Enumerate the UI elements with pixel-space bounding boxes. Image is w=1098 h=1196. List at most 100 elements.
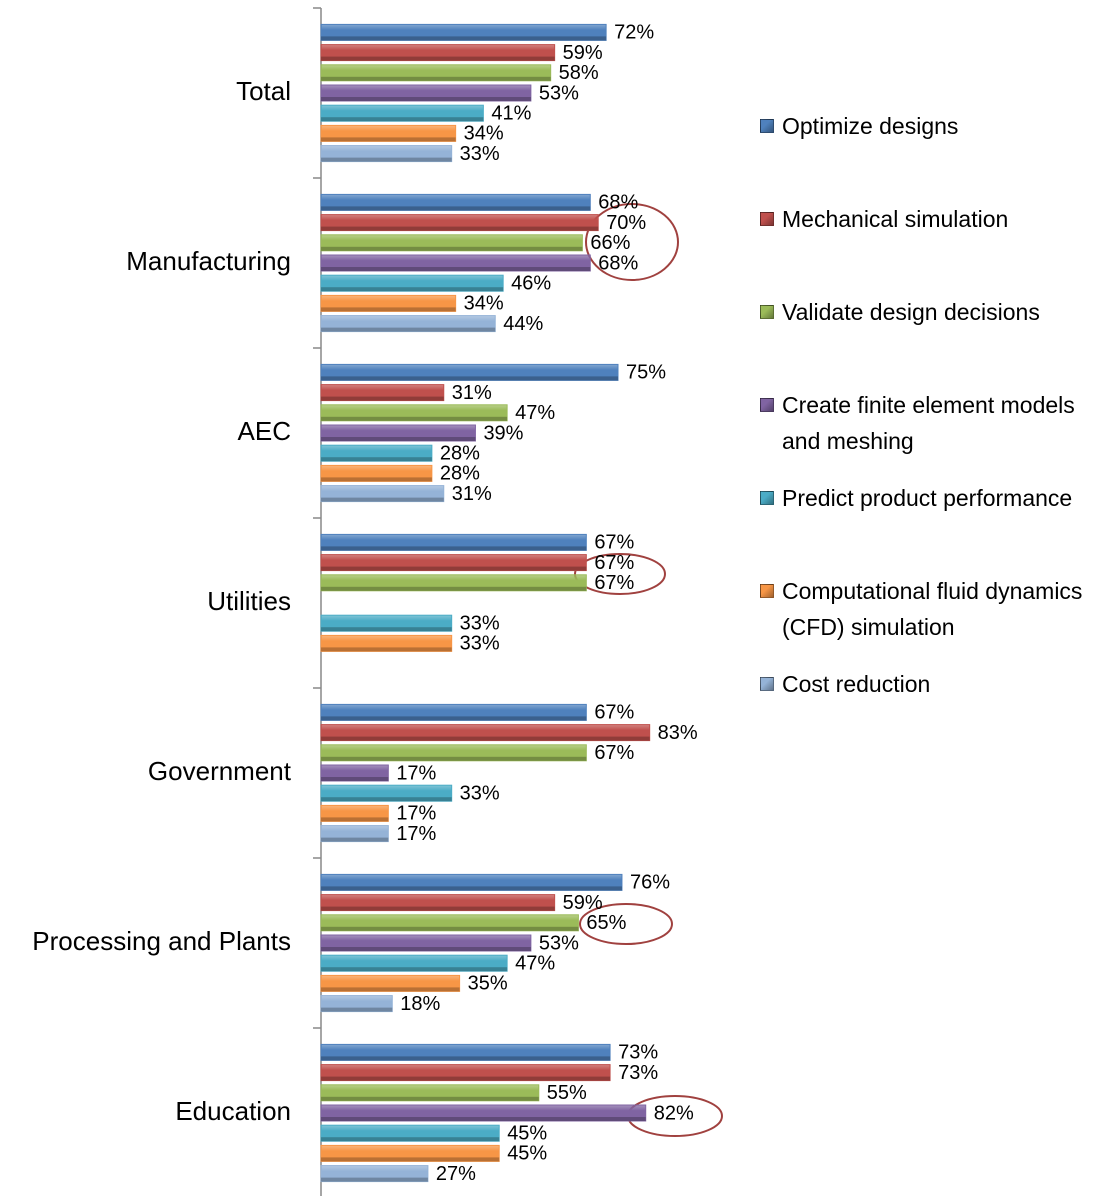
legend-label: Optimize designs [782,113,959,139]
value-label: 33% [460,143,500,165]
value-label: 68% [598,252,638,274]
bar [320,84,532,102]
value-label: 53% [539,82,579,104]
value-label: 34% [464,293,504,315]
bar-shade [321,36,607,41]
legend-entry: Computational fluid dynamics (CFD) simul… [760,573,1092,645]
value-label: 67% [594,702,634,724]
legend-label: Create finite element models and meshing [782,392,1075,454]
value-label: 65% [586,912,626,934]
value-label: 41% [491,102,531,124]
bar [320,464,433,482]
value-label: 27% [436,1163,476,1185]
value-label: 28% [440,463,480,485]
value-label: 53% [539,932,579,954]
bar-shade [321,627,452,632]
bar [320,894,556,912]
bar-shade [321,736,650,741]
bar-shade [321,546,587,551]
bar-shade [321,327,496,332]
value-label: 45% [507,1143,547,1165]
legend-label: Mechanical simulation [782,206,1009,232]
bar [320,1144,500,1162]
legend-swatch [760,398,774,412]
bar [320,1084,540,1102]
category-label: Processing and Plants [32,926,291,956]
value-label: 18% [400,993,440,1015]
value-label: 59% [563,42,603,64]
bar-shade [321,716,587,721]
value-label: 33% [460,612,500,634]
value-label: 67% [594,572,634,594]
bar-shade [321,97,531,101]
bar [320,1104,647,1122]
category-label: Government [148,756,292,786]
value-label: 83% [658,722,698,744]
bar [320,1043,611,1061]
legend-entry: Predict product performance [760,480,1092,516]
value-label: 33% [460,782,500,804]
legend-label: Computational fluid dynamics (CFD) simul… [782,578,1083,640]
bar-shade [321,1137,500,1142]
value-label: 17% [396,803,436,825]
bar-shade [321,497,444,502]
value-label: 67% [594,532,634,554]
bar [320,315,496,333]
bar [320,954,508,972]
legend-entry: Mechanical simulation [760,201,1092,237]
bar-shade [321,477,432,482]
bar-shade [321,396,444,401]
bar [320,634,453,652]
category-label: Education [175,1096,291,1126]
legend-label: Cost reduction [782,671,931,697]
bar [320,363,619,381]
value-label: 59% [563,892,603,914]
bar [320,744,587,762]
legend-swatch [760,119,774,133]
value-label: 28% [440,442,480,464]
bar [320,104,484,122]
bar [320,44,556,62]
bar [320,444,433,462]
bar [320,145,453,163]
value-label: 58% [559,62,599,84]
bar-shade [321,157,452,162]
value-label: 34% [464,123,504,145]
category-label: AEC [238,416,291,446]
bar-shade [321,307,456,312]
bar [320,995,393,1013]
bar-shade [321,246,583,251]
legend-entry: Optimize designs [760,108,1092,144]
value-label: 73% [618,1042,658,1064]
bar [320,23,607,41]
bar [320,1064,611,1082]
bar-shade [321,926,579,931]
bar-shade [321,376,618,381]
legend-entry: Cost reduction [760,666,1092,702]
bar [320,404,508,422]
bar [320,274,504,292]
bar-shade [321,906,555,911]
value-label: 70% [606,212,646,234]
bar [320,825,389,843]
bar-shade [321,226,599,231]
legend-swatch [760,584,774,598]
bar [320,703,587,721]
bar [320,914,579,932]
bar-shade [321,76,551,81]
value-label: 67% [594,552,634,574]
bar-shade [321,756,587,761]
bar [320,554,587,572]
bar [320,424,476,442]
value-label: 72% [614,22,654,44]
category-label: Total [236,76,291,106]
bar-shade [321,137,456,142]
bar-shade [321,566,587,571]
legend-swatch [760,305,774,319]
value-label: 67% [594,742,634,764]
bar [320,124,457,142]
bar-shade [321,437,476,441]
value-label: 68% [598,192,638,214]
